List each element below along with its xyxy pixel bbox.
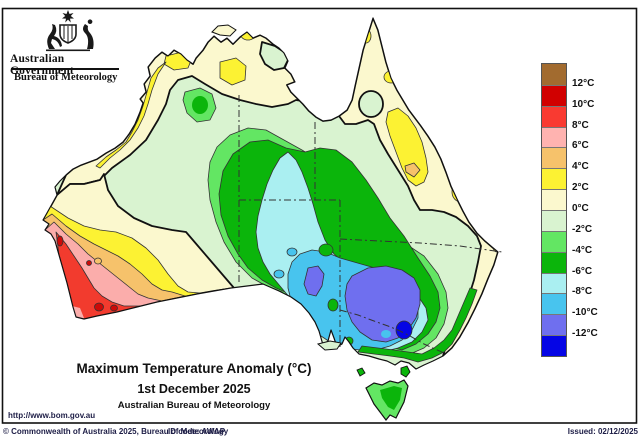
gulf-green-patch (327, 298, 339, 312)
dark-red-spot4 (110, 304, 118, 312)
legend-label: 6°C (572, 140, 589, 152)
coastal-green-strip-southeast (357, 287, 478, 363)
map-source: Australian Bureau of Meteorology (117, 400, 271, 411)
coat-of-arms-icon (46, 10, 94, 52)
legend-label: 8°C (572, 119, 589, 131)
footer-row: © Commonwealth of Australia 2025, Bureau… (0, 425, 640, 439)
map-date: 1st December 2025 (137, 382, 251, 396)
region-periwinkle-small (303, 265, 325, 297)
legend-swatch (542, 230, 566, 252)
legend-color-bar (541, 63, 567, 358)
legend-swatch (542, 168, 566, 190)
legend-label: -12°C (572, 328, 598, 340)
green-speckle (318, 243, 334, 257)
legend-swatch (542, 84, 566, 106)
legend-label: 0°C (572, 203, 589, 215)
copyright-text: © Commonwealth of Australia 2025, Bureau… (3, 427, 229, 436)
legend-label: 10°C (572, 98, 595, 110)
legend-label: -2°C (572, 223, 593, 235)
legend-label: -8°C (572, 286, 593, 298)
legend-swatch (542, 335, 566, 357)
tasmania (365, 379, 409, 421)
region-dark-blue-minimum (395, 320, 413, 340)
legend-label: 2°C (572, 182, 589, 194)
nt-yellow-patch (219, 57, 247, 86)
kimberley-green-core (192, 96, 208, 114)
legend-swatch (542, 189, 566, 211)
qld-orange-spot (404, 162, 421, 178)
qld-mint-circle (358, 90, 384, 118)
legend-swatch (542, 105, 566, 127)
legend-swatch (542, 251, 566, 273)
coastline (42, 17, 499, 370)
agency-title: Bureau of Meteorology (14, 72, 118, 83)
bom-url: http://www.bom.gov.au (8, 411, 96, 420)
dark-red-spot (56, 235, 64, 247)
gov-rule-divider (11, 68, 119, 70)
legend-label: -4°C (572, 244, 593, 256)
cyan-speckle (273, 269, 285, 279)
map-title: Maximum Temperature Anomaly (°C) (76, 361, 312, 376)
cyan-hole (381, 330, 391, 338)
legend-swatch (542, 293, 566, 315)
dark-red-spot2 (86, 260, 92, 266)
legend-label: 12°C (572, 77, 595, 89)
temperature-legend: 12°C 10°C 8°C 6°C 4°C 2°C 0°C -2°C -4°C -6°C -8°C -… (541, 63, 598, 358)
legend-swatch (542, 272, 566, 294)
legend-label: -6°C (572, 265, 593, 277)
issued-date: Issued: 02/12/2025 (567, 427, 638, 436)
title-block: Maximum Temperature Anomaly (°C) 1st Dec… (58, 361, 330, 411)
legend-swatch (542, 64, 566, 85)
nw-coast-yellow-band (95, 61, 167, 169)
legend-swatch (542, 126, 566, 148)
legend-swatch (542, 210, 566, 231)
state-borders (238, 95, 503, 355)
kangaroo-island (316, 340, 342, 351)
dark-red-spot3 (94, 302, 104, 312)
cyan-speckle (286, 247, 298, 257)
tiwi-islands (211, 24, 237, 37)
sw-orange-dot (94, 257, 102, 265)
legend-swatch (542, 314, 566, 336)
flinders-island (400, 365, 411, 378)
legend-label: -10°C (572, 307, 598, 319)
legend-label: 4°C (572, 161, 589, 173)
id-code: ID code: AWAP (168, 427, 226, 436)
legend-swatch (542, 147, 566, 169)
king-island (356, 367, 366, 377)
